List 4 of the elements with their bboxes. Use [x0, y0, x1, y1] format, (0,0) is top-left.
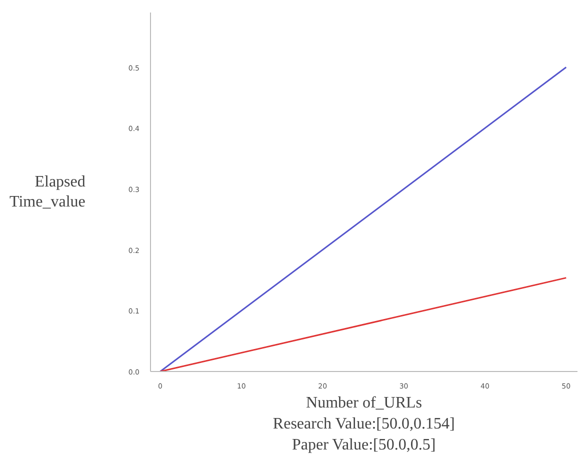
text: Research Value:[50.0,0.154] [272, 416, 455, 432]
x-axis-title: Number of_URLs [306, 394, 422, 412]
text: Paper Value:[50.0,0.5] [292, 436, 436, 454]
y-axis-title: Elapsed Time_value [10, 173, 86, 211]
